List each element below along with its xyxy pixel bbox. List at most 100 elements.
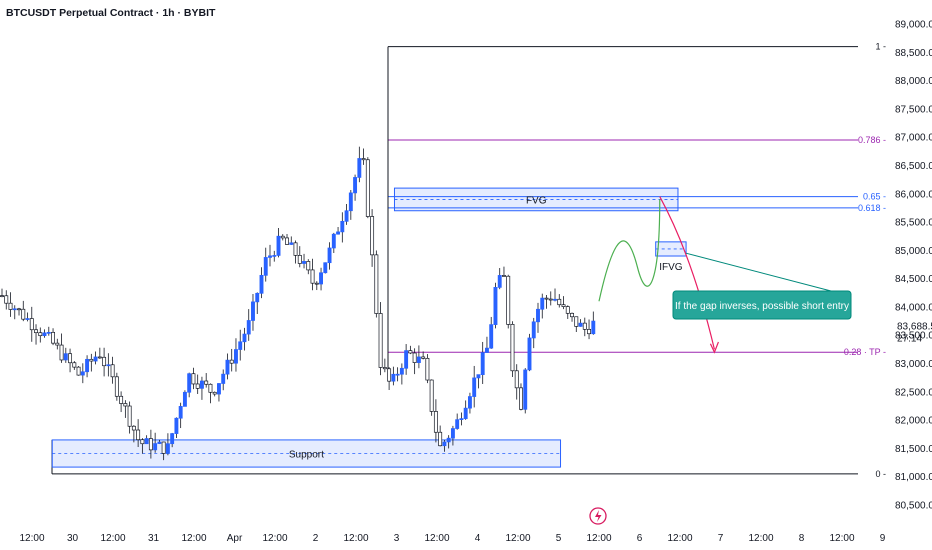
fib-level-label: 0.65 - [863, 192, 886, 202]
candle-body [395, 373, 400, 376]
y-tick-label: 83,500.0 [895, 331, 932, 342]
lightning-icon-ring [589, 507, 607, 525]
candle-body [378, 313, 383, 368]
x-tick-label: 7 [718, 533, 724, 544]
candle-body [34, 329, 38, 334]
candle-body [285, 237, 289, 245]
candle-body [110, 364, 115, 378]
candle-body [425, 357, 430, 381]
candle-body [587, 328, 591, 335]
candle-body [212, 391, 217, 395]
candle-body [38, 332, 43, 337]
candle-body [336, 231, 341, 235]
x-tick-label: 12:00 [748, 533, 773, 544]
fib-level-label: 0.618 - [858, 203, 886, 213]
candle-body [68, 353, 73, 364]
x-tick-label: 3 [394, 533, 400, 544]
time-axis: 12:00 30 12:00 31 12:00 Apr 12:00 2 12:00 3 12:00 4… [19, 533, 885, 544]
candle-body [408, 350, 413, 354]
y-tick-label: 85,500.0 [895, 218, 932, 229]
candle-body [438, 431, 443, 447]
candle-body [570, 312, 574, 318]
candle-body [29, 318, 34, 331]
candle-body [276, 235, 281, 256]
candle-body [399, 367, 404, 375]
candle-body [170, 433, 175, 445]
candle-body [225, 359, 230, 375]
candle-body [46, 331, 51, 334]
x-tick-label: 12:00 [262, 533, 287, 544]
candle-body [85, 358, 90, 373]
y-tick-label: 84,000.0 [895, 302, 932, 313]
fib-level-label: 0.28 · TP - [844, 347, 886, 357]
lightning-icon[interactable] [589, 507, 607, 525]
candle-body [531, 321, 536, 339]
candle-body [442, 441, 447, 447]
candle-body [446, 437, 451, 443]
candle-body [514, 370, 519, 389]
lightning-icon-bolt [595, 510, 602, 522]
annotation-callout[interactable] [672, 290, 852, 320]
candle-body [157, 441, 162, 444]
candle-body [80, 371, 85, 376]
y-tick-label: 87,500.0 [895, 104, 932, 115]
price-axis: 89,000.0 88,500.0 88,000.0 87,500.0 87,000.0… [895, 20, 932, 512]
y-tick-label: 85,000.0 [895, 246, 932, 257]
x-tick-label: 12:00 [829, 533, 854, 544]
x-tick-label: 9 [880, 533, 886, 544]
candle-body [506, 275, 511, 325]
candle-body [421, 356, 426, 359]
candle-body [429, 379, 434, 412]
candle-body [55, 342, 60, 346]
projection-up-path [598, 199, 661, 302]
candle-body [208, 383, 213, 393]
candle-body [234, 349, 238, 364]
candle-body [59, 344, 64, 361]
candle-body [536, 308, 540, 323]
candles-layer [0, 146, 596, 461]
candle-body [178, 406, 183, 419]
candle-body [404, 350, 409, 369]
candle-body [51, 331, 55, 344]
candle-body [263, 257, 268, 276]
candle-body [578, 322, 583, 327]
candle-body [119, 395, 124, 404]
x-tick-label: 12:00 [424, 533, 449, 544]
candle-body [72, 362, 77, 368]
candle-body [561, 304, 566, 307]
candle-body [63, 353, 68, 361]
candle-body [238, 341, 243, 350]
candle-body [229, 359, 234, 364]
candle-body [12, 308, 17, 311]
candle-body [280, 235, 285, 239]
candle-body [382, 367, 387, 370]
candle-body [140, 439, 145, 445]
zone-label-ifvg: IFVG [659, 262, 683, 273]
y-tick-label: 82,000.0 [895, 416, 932, 427]
candle-body [272, 255, 277, 257]
candle-body [557, 298, 562, 306]
candle-body [302, 261, 306, 264]
candle-body [0, 295, 4, 297]
x-tick-label: 12:00 [343, 533, 368, 544]
candle-body [293, 242, 298, 256]
candle-body [102, 356, 107, 367]
x-tick-label: 8 [799, 533, 805, 544]
y-tick-label: 87,000.0 [895, 133, 932, 144]
candle-body [199, 380, 204, 389]
candle-body [574, 316, 579, 327]
x-tick-label: 12:00 [100, 533, 125, 544]
candle-body [523, 369, 528, 410]
fib-level-label: 1 - [875, 42, 886, 52]
y-tick-label: 82,500.0 [895, 387, 932, 398]
candle-body [489, 324, 494, 349]
candle-body [340, 220, 345, 233]
candle-body [497, 275, 502, 288]
candle-body [131, 425, 136, 431]
candle-body [306, 261, 311, 271]
candle-body [544, 297, 549, 300]
candle-body [204, 380, 209, 385]
candle-body [553, 298, 557, 301]
